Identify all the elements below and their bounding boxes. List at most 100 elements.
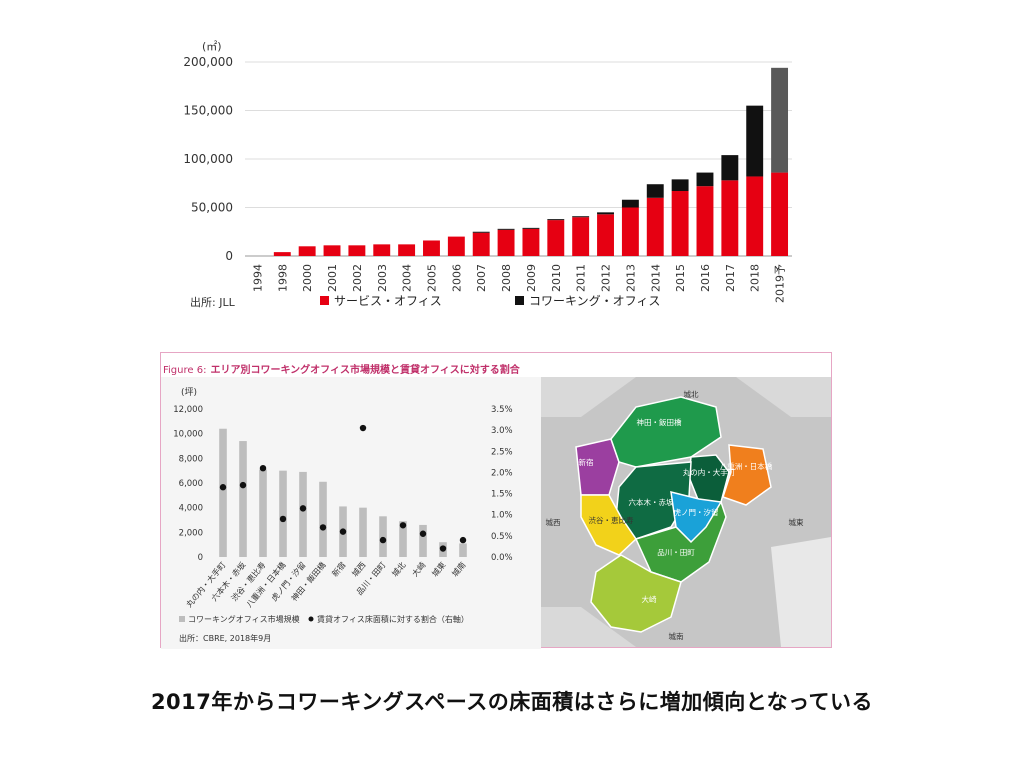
map-area-label: 新宿 (579, 457, 594, 467)
cbre-y-tick-label: 2,000 (179, 528, 203, 538)
jll-y-tick-label: 200,000 (183, 55, 233, 69)
jll-bar-forecast (771, 67, 789, 173)
jll-y-tick-label: 0 (225, 249, 233, 263)
jll-bar-service (771, 172, 789, 256)
jll-bar-service (746, 176, 764, 256)
cbre-y2-tick-label: 3.0% (491, 426, 513, 436)
cbre-legend-swatch-dot (308, 616, 314, 622)
cbre-bar (299, 471, 307, 557)
cbre-chart: (坪) 0 2,000 4,000 6,000 8,000 10,000 12,000 0.0%… (161, 377, 541, 649)
jll-x-tick-label: 2015 (674, 264, 687, 292)
cbre-bar (419, 524, 427, 557)
jll-bar-service (646, 197, 664, 256)
jll-bar-service (423, 240, 440, 256)
map-region-shibuya-ebisu (580, 494, 637, 556)
cbre-y2-tick-label: 2.5% (491, 447, 513, 457)
map-sector-northeast (736, 377, 831, 417)
cbre-dot (219, 484, 227, 491)
jll-bar-service (572, 217, 590, 256)
cbre-dot (419, 530, 427, 537)
cbre-dot (319, 524, 327, 531)
map-region-kanda-iidabashi (610, 396, 722, 468)
cbre-x-tick-label: 城北 (390, 561, 407, 579)
cbre-bar (359, 507, 367, 557)
jll-x-tick-label: 2000 (301, 264, 314, 292)
cbre-y-tick-label: 6,000 (179, 479, 203, 489)
jll-legend-swatch (320, 296, 329, 305)
cbre-bar (379, 516, 387, 557)
cbre-dot (439, 545, 447, 552)
cbre-y2-tick-label: 0.0% (491, 553, 513, 563)
jll-x-tick-label: 1998 (276, 264, 289, 292)
cbre-bar (319, 481, 327, 557)
jll-chart-svg: (㎡) 0 50,000 100,000 150,000 200,000 1994 1998 2… (183, 40, 792, 309)
cbre-source: 出所：CBRE, 2018年9月 (179, 633, 271, 643)
jll-x-tick-label: 2009 (525, 264, 538, 292)
jll-x-tick-label: 2007 (475, 264, 488, 292)
jll-y-tick-label: 150,000 (183, 104, 233, 118)
cbre-dot (379, 536, 387, 544)
map-area-label: 城西 (546, 518, 561, 527)
cbre-dot (359, 424, 367, 432)
map-area-label: 虎ノ門・汐留 (674, 507, 719, 517)
jll-bar-coworking (522, 227, 540, 229)
jll-bar-coworking (472, 231, 490, 233)
tokyo-area-map: 城北 新宿 神田・飯田橋 丸の内・大手町 八重洲・日本橋 城西 六本木・赤坂 虎ノ門・汐留 渋谷… (541, 377, 831, 647)
map-area-label: 城北 (684, 390, 699, 399)
jll-legend-label: サービス・オフィス (334, 294, 442, 308)
jll-bar-service (323, 245, 341, 256)
cbre-legend-label-dot: 賃貸オフィス床面積に対する割合（右軸） (317, 614, 469, 624)
jll-bar-coworking (721, 155, 739, 181)
jll-source: 出所: JLL (190, 295, 236, 309)
jll-bar-service (497, 229, 515, 256)
cbre-y2-tick-label: 1.5% (491, 490, 513, 500)
cbre-x-tick-label: 大崎 (410, 560, 428, 579)
jll-bar-service (671, 191, 689, 256)
jll-x-tick-label: 2008 (500, 264, 513, 292)
cbre-y-tick-label: 12,000 (173, 405, 203, 415)
cbre-bar (459, 543, 467, 557)
cbre-dot (299, 505, 307, 512)
cbre-bar (399, 521, 407, 557)
jll-bar-coworking (621, 199, 639, 208)
jll-chart: (㎡) 0 50,000 100,000 150,000 200,000 1994 1998 2… (170, 32, 820, 324)
jll-x-tick-label: 2002 (351, 264, 364, 292)
jll-bar-coworking (547, 219, 565, 221)
jll-x-tick-label: 2005 (425, 264, 438, 292)
cbre-y2-tick-label: 0.5% (491, 532, 513, 542)
jll-bar-coworking (696, 172, 714, 187)
jll-legend-swatch (515, 296, 524, 305)
jll-bar-coworking (597, 212, 614, 215)
figure-6-title: Figure 6: エリア別コワーキングオフィス市場規模と賃貸オフィスに対する割合 (163, 361, 520, 376)
jll-x-tick-label: 2014 (649, 264, 662, 292)
jll-x-tick-label: 2018 (749, 264, 762, 292)
cbre-chart-svg: (坪) 0 2,000 4,000 6,000 8,000 10,000 12,000 0.0%… (173, 387, 513, 643)
cbre-legend-swatch-bar (179, 616, 185, 622)
map-region-osaki (590, 554, 682, 633)
map-bay-area (771, 537, 831, 647)
cbre-dot (259, 465, 267, 472)
cbre-bar (239, 441, 247, 557)
cbre-dot (279, 515, 287, 523)
jll-legend-label: コワーキング・オフィス (529, 294, 660, 308)
figure-6-label: Figure 6: (163, 365, 207, 376)
cbre-y-tick-label: 0 (198, 553, 203, 563)
cbre-y-tick-label: 10,000 (173, 430, 203, 440)
jll-bar-coworking (671, 179, 689, 192)
map-sector-northwest (541, 377, 636, 417)
figure-6-panel: Figure 6: エリア別コワーキングオフィス市場規模と賃貸オフィスに対する割合… (160, 352, 832, 649)
jll-y-tick-label: 100,000 (183, 152, 233, 166)
jll-x-tick-label: 2004 (401, 264, 414, 292)
map-area-label: 八重洲・日本橋 (720, 461, 773, 471)
cbre-dot (239, 481, 247, 489)
jll-x-tick-label: 2012 (600, 264, 613, 292)
cbre-x-tick-label: 新宿 (330, 560, 348, 579)
map-area-label: 六本木・赤坂 (629, 497, 674, 507)
jll-x-tick-label: 2001 (326, 264, 339, 292)
cbre-y2-tick-label: 1.0% (491, 511, 513, 521)
jll-x-tick-label: 2011 (575, 264, 588, 292)
jll-x-tick-label: 2006 (450, 264, 463, 292)
jll-bar-coworking (497, 228, 515, 230)
cbre-bar (219, 428, 227, 557)
jll-x-tick-label: 2017 (724, 264, 737, 292)
